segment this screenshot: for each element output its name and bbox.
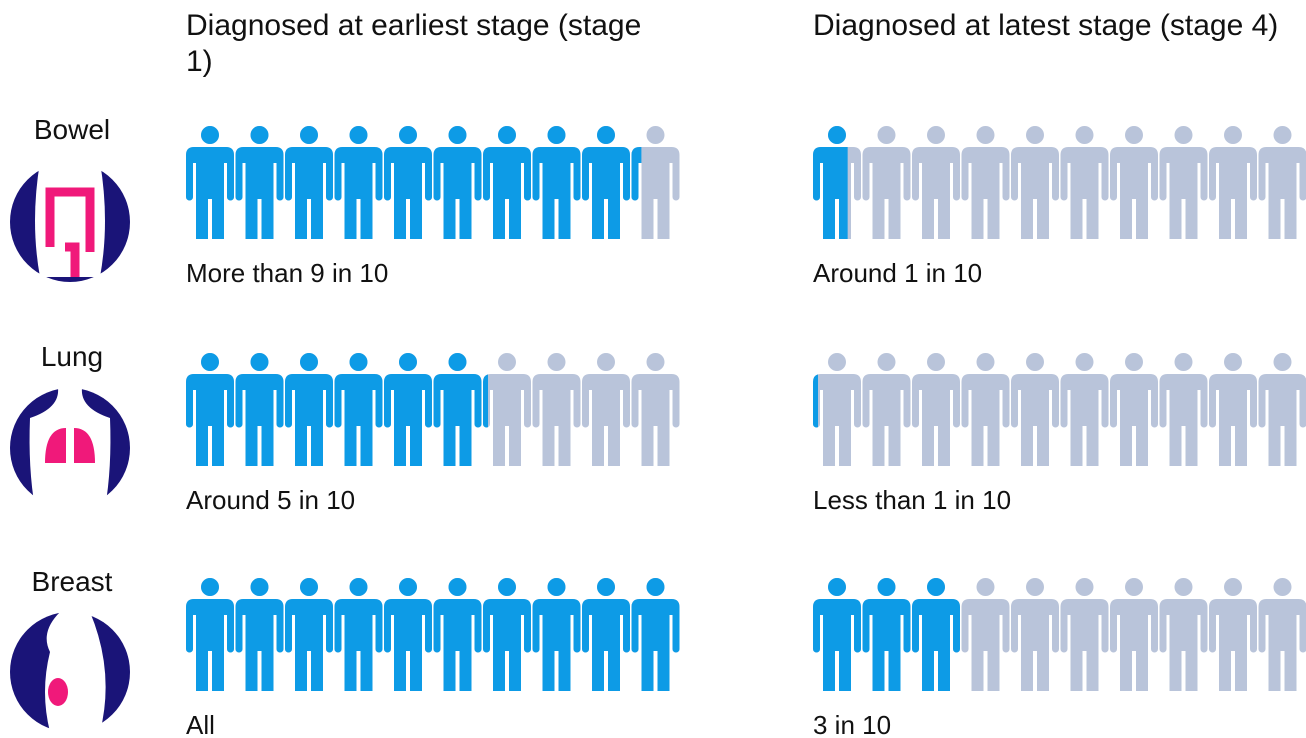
- column-title: Diagnosed at earliest stage (stage 1): [186, 9, 642, 78]
- person-icon: [235, 353, 284, 466]
- person-icon: [1060, 126, 1109, 239]
- person-icon: [334, 126, 383, 239]
- bowel-icon: [10, 162, 130, 282]
- person-icon: [433, 353, 482, 466]
- person-icon: [334, 578, 383, 691]
- person-icon: [483, 126, 531, 239]
- person-icon: [582, 578, 630, 691]
- lung-icon: [10, 388, 130, 508]
- caption: More than 9 in 10: [186, 258, 388, 288]
- person-icon: [1159, 353, 1208, 466]
- person-icon: [1011, 578, 1059, 691]
- person-icon: [1159, 578, 1208, 691]
- person-icon: [186, 578, 234, 691]
- person-icon: [1209, 126, 1257, 239]
- person-icon: [186, 126, 234, 239]
- person-icon: [1011, 353, 1059, 466]
- person-icon: [532, 353, 581, 466]
- person-icon: [1110, 578, 1158, 691]
- person-icon: [483, 578, 531, 691]
- person-icon: [1159, 126, 1208, 239]
- person-icon: [1209, 353, 1257, 466]
- column-title: Diagnosed at latest stage (stage 4): [813, 9, 1279, 42]
- person-icon: [862, 126, 911, 239]
- person-icon: [334, 353, 383, 466]
- person-icon: [1209, 578, 1257, 691]
- person-icon: [961, 353, 1010, 466]
- person-icon: [582, 353, 630, 466]
- category-label: Breast: [32, 566, 113, 597]
- person-icon: [1011, 126, 1059, 239]
- person-icon: [384, 578, 432, 691]
- person-icon: [813, 578, 861, 691]
- person-icon: [813, 353, 861, 466]
- person-icon: [631, 353, 680, 466]
- person-icon: [912, 126, 960, 239]
- person-icon: [961, 578, 1010, 691]
- category-label: Lung: [41, 341, 103, 372]
- filled-people: [186, 126, 642, 239]
- person-icon: [912, 578, 960, 691]
- person-icon: [285, 126, 333, 239]
- person-icon: [285, 353, 333, 466]
- person-icon: [235, 126, 284, 239]
- person-icon: [532, 126, 581, 239]
- person-icon: [1060, 353, 1109, 466]
- person-icon: [631, 578, 680, 691]
- caption: Around 1 in 10: [813, 258, 982, 288]
- person-icon: [235, 578, 284, 691]
- filled-people: [186, 578, 680, 691]
- person-icon: [582, 126, 630, 239]
- person-icon: [1110, 126, 1158, 239]
- person-icon: [1110, 353, 1158, 466]
- person-icon: [1060, 578, 1109, 691]
- person-icon: [285, 578, 333, 691]
- person-icon: [433, 578, 482, 691]
- caption: All: [186, 710, 215, 738]
- person-icon: [483, 353, 531, 466]
- caption: Less than 1 in 10: [813, 485, 1011, 515]
- person-icon: [862, 578, 911, 691]
- category-label: Bowel: [34, 114, 110, 145]
- person-icon: [1258, 578, 1306, 691]
- breast-icon: [10, 612, 130, 732]
- caption: 3 in 10: [813, 710, 891, 738]
- caption: Around 5 in 10: [186, 485, 355, 515]
- person-icon: [384, 126, 432, 239]
- person-icon: [532, 578, 581, 691]
- person-icon: [961, 126, 1010, 239]
- person-icon: [813, 126, 848, 239]
- person-icon: [862, 353, 911, 466]
- person-icon: [912, 353, 960, 466]
- person-icon: [186, 353, 234, 466]
- person-icon: [384, 353, 432, 466]
- person-icon: [1258, 353, 1306, 466]
- person-icon: [631, 126, 680, 239]
- person-icon: [1258, 126, 1306, 239]
- person-icon: [433, 126, 482, 239]
